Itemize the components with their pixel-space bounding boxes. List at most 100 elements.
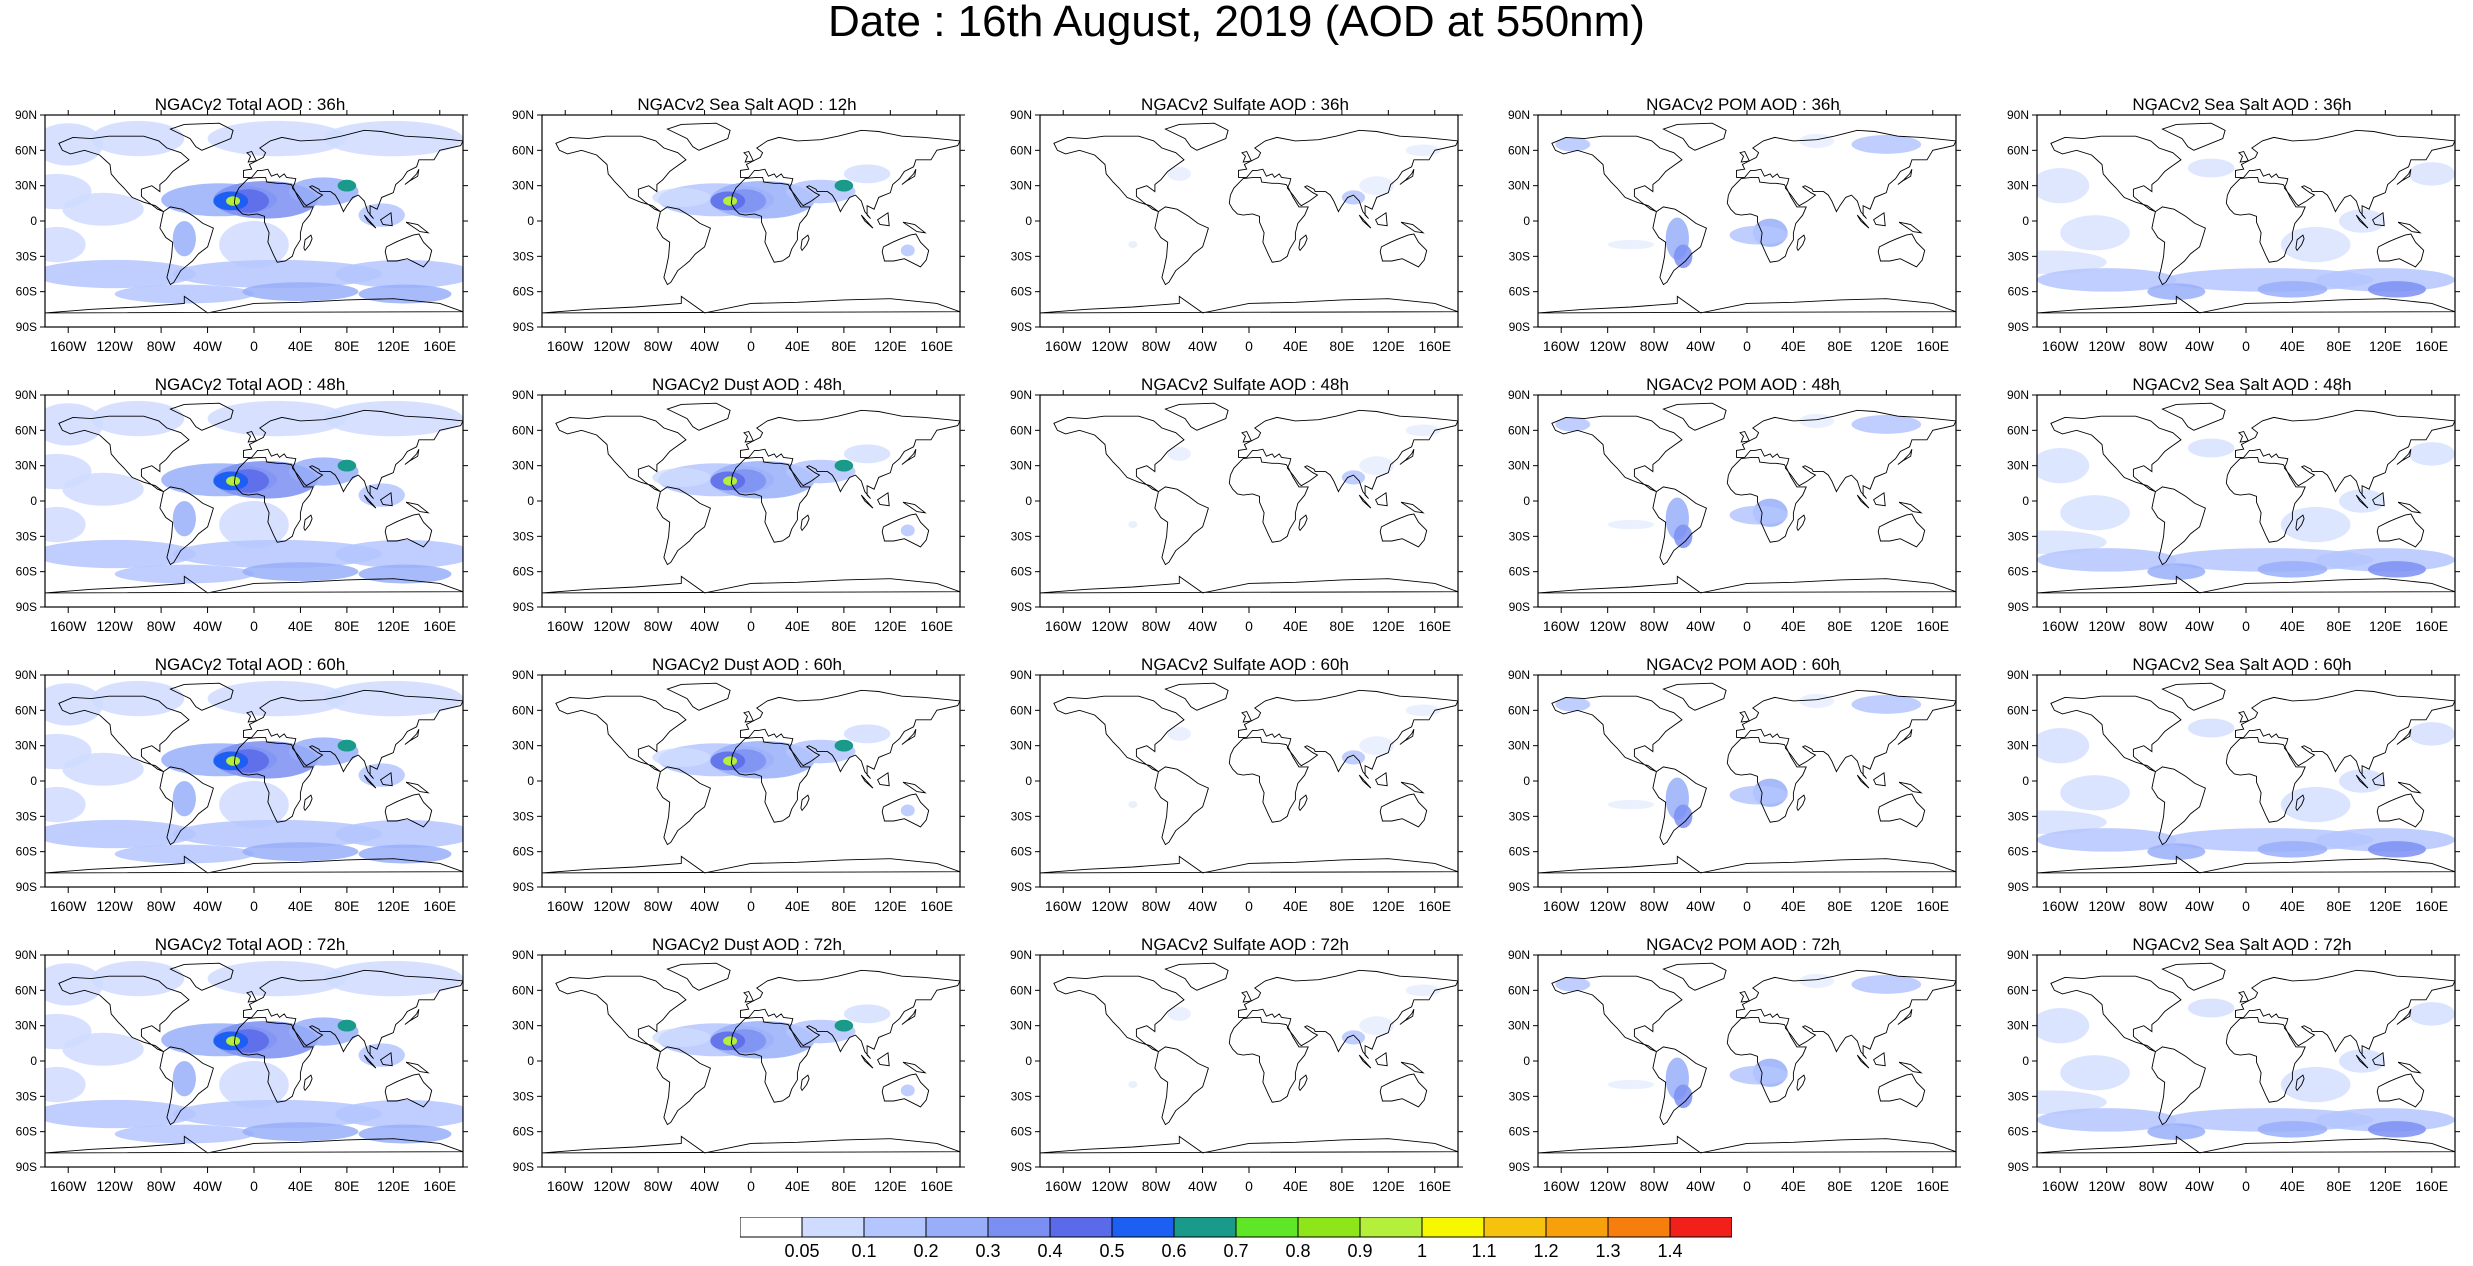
- lon-label: 160E: [920, 898, 953, 914]
- lat-label: 0: [2022, 774, 2029, 788]
- coastline: [1897, 1009, 1913, 1025]
- coastline: [1400, 781, 1425, 794]
- coastline: [1400, 1061, 1425, 1074]
- lat-label: 0: [1025, 494, 1032, 508]
- lon-label: 160E: [2415, 1178, 2448, 1194]
- aod-contour: [900, 524, 915, 537]
- aod-contour: [114, 284, 255, 304]
- coastline: [2238, 990, 2249, 1003]
- lat-label: 60N: [2007, 143, 2029, 157]
- coastline: [2396, 169, 2412, 185]
- coastline: [1298, 514, 1308, 532]
- lon-label: 160W: [1045, 618, 1082, 634]
- world-map: 90N 60N 30N 0 30S 60S 90S 160W 120W 80W 40W 0 40E 80E…: [15, 948, 468, 1194]
- coastline: [1538, 855, 1956, 874]
- coastline: [1164, 402, 1229, 431]
- aod-field: [1040, 115, 1458, 327]
- lat-label: 90S: [16, 320, 37, 334]
- lon-label: 40E: [1781, 338, 1806, 354]
- lat-label: 90N: [1508, 108, 1530, 122]
- lon-label: 120W: [1091, 898, 1128, 914]
- lon-label: 80W: [2139, 338, 2169, 354]
- coastline: [1652, 206, 1707, 286]
- coastline: [877, 212, 890, 227]
- lon-label: 160E: [1916, 338, 1949, 354]
- lat-label: 60S: [1011, 845, 1032, 859]
- lat-label: 90S: [513, 320, 534, 334]
- lon-label: 80W: [1640, 1178, 1670, 1194]
- lat-label: 60N: [15, 983, 37, 997]
- lon-label: 160E: [2415, 898, 2448, 914]
- coastline: [2037, 575, 2455, 594]
- lon-label: 120W: [593, 1178, 630, 1194]
- colorbar: 0.05 0.1 0.2 0.3 0.4 0.5 0.6 0.7 0.8 0.9 1 1.1 1.2 1.…: [739, 1216, 1733, 1261]
- lon-label: 120W: [1589, 1178, 1626, 1194]
- colorbar-swatch: [1669, 1216, 1733, 1238]
- panel-title: NGACv2 Sea Salt AOD : 36h: [2132, 95, 2352, 114]
- lon-label: 80W: [147, 618, 177, 634]
- lat-label: 30S: [1011, 1089, 1032, 1103]
- aod-contour: [2060, 1055, 2130, 1091]
- lon-label: 40E: [288, 898, 313, 914]
- coastline: [405, 1061, 430, 1074]
- lat-label: 30S: [2008, 529, 2029, 543]
- panel-title: NGACv2 Sulfate AOD : 72h: [1141, 935, 1349, 954]
- coastline: [1726, 736, 1807, 823]
- aod-contour: [172, 819, 382, 849]
- aod-contour: [2147, 1123, 2206, 1140]
- colorbar-label: 0.3: [975, 1241, 1000, 1261]
- coastline: [1551, 415, 1683, 493]
- aod-contour: [1359, 176, 1395, 196]
- aod-contour: [1555, 977, 1591, 992]
- lon-label: 160W: [50, 898, 87, 914]
- aod-contour: [2280, 786, 2351, 823]
- coastline: [730, 176, 811, 263]
- colorbar-swatch: [739, 1216, 803, 1238]
- coastline: [1796, 1074, 1806, 1092]
- lon-label: 40E: [785, 898, 810, 914]
- coastline: [860, 214, 874, 229]
- lon-label: 40E: [288, 618, 313, 634]
- coastline: [2161, 402, 2226, 431]
- lat-label: 30N: [15, 739, 37, 753]
- lon-label: 160W: [1543, 618, 1580, 634]
- lon-label: 40E: [1283, 898, 1308, 914]
- coastline: [363, 774, 377, 789]
- coastline: [1796, 234, 1806, 252]
- coastline: [2295, 1074, 2305, 1092]
- aod-contour: [834, 179, 854, 192]
- coastline: [1873, 772, 1886, 787]
- lon-label: 0: [747, 338, 755, 354]
- lon-label: 120W: [593, 898, 630, 914]
- lon-label: 120W: [593, 618, 630, 634]
- lat-label: 30S: [513, 529, 534, 543]
- lat-label: 30N: [15, 179, 37, 193]
- coastline: [2355, 494, 2369, 509]
- coastline: [246, 990, 257, 1003]
- world-map: 90N 60N 30N 0 30S 60S 90S 160W 120W 80W 40W 0 40E 80E…: [15, 108, 468, 354]
- coastline: [2355, 774, 2369, 789]
- aod-contour: [1167, 446, 1191, 461]
- lon-label: 80W: [147, 1178, 177, 1194]
- aod-contour: [337, 459, 357, 472]
- aod-field: [45, 115, 463, 327]
- aod-contour: [1607, 799, 1655, 810]
- lon-label: 80E: [831, 618, 856, 634]
- coastline: [555, 695, 687, 773]
- coastline: [2235, 969, 2455, 1059]
- lon-label: 120E: [1870, 898, 1903, 914]
- aod-contour: [1341, 1030, 1366, 1045]
- coastline: [1040, 295, 1458, 314]
- lat-label: 90S: [1011, 1160, 1032, 1174]
- aod-contour: [358, 203, 405, 227]
- map-panel: NGACv2 Sea Salt AOD : 60h 90N 60N 30N 0 30S 60…: [1992, 655, 2473, 920]
- coastline: [542, 1135, 960, 1154]
- colorbar-label: 1.1: [1471, 1241, 1496, 1261]
- coastline: [1877, 513, 1926, 548]
- lon-label: 120E: [874, 1178, 907, 1194]
- lon-label: 0: [747, 1178, 755, 1194]
- coastline: [45, 855, 463, 874]
- lon-label: 160W: [1045, 338, 1082, 354]
- lon-label: 40W: [690, 338, 720, 354]
- coastline: [881, 513, 930, 548]
